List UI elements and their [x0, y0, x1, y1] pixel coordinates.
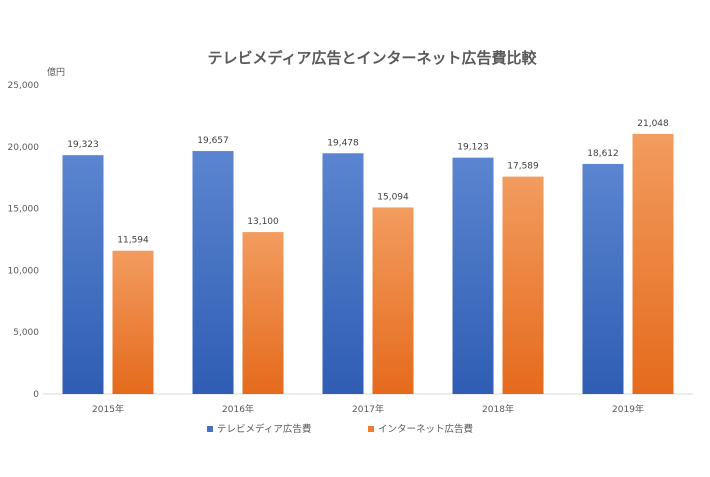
legend-swatch: [368, 426, 374, 432]
data-label: 19,478: [327, 138, 359, 148]
bar-internet: [502, 176, 544, 394]
bar-tv-media: [452, 157, 494, 394]
chart-title: テレビメディア広告とインターネット広告費比較: [208, 49, 538, 67]
x-tick-label: 2018年: [482, 403, 514, 415]
legend-label: テレビメディア広告費: [217, 423, 311, 435]
x-tick-label: 2017年: [352, 403, 384, 415]
bar-internet: [372, 207, 414, 394]
bar-tv-media: [192, 151, 234, 394]
bar-tv-media: [62, 155, 104, 394]
y-tick-label: 25,000: [8, 81, 40, 91]
y-tick-label: 20,000: [8, 143, 40, 153]
y-tick-label: 5,000: [13, 328, 39, 338]
x-tick-label: 2019年: [612, 403, 644, 415]
bar-internet: [632, 133, 674, 394]
data-label: 21,048: [637, 119, 669, 129]
x-tick-label: 2016年: [222, 403, 254, 415]
data-label: 11,594: [117, 236, 149, 246]
bar-internet: [112, 250, 154, 394]
y-tick-label: 0: [33, 390, 39, 400]
bar-tv-media: [582, 163, 624, 394]
y-tick-label: 15,000: [8, 205, 40, 215]
legend-swatch: [207, 426, 213, 432]
x-tick-label: 2015年: [92, 403, 124, 415]
data-label: 17,589: [507, 162, 539, 172]
data-label: 18,612: [587, 149, 619, 159]
legend-label: インターネット広告費: [378, 423, 473, 435]
y-axis-unit-label: 億円: [47, 66, 65, 78]
y-tick-label: 10,000: [8, 266, 40, 276]
data-label: 15,094: [377, 192, 409, 202]
data-label: 19,123: [457, 143, 489, 153]
data-label: 13,100: [247, 217, 279, 227]
data-label: 19,657: [197, 136, 229, 146]
bar-tv-media: [322, 153, 364, 394]
data-label: 19,323: [67, 140, 99, 150]
bar-internet: [242, 232, 284, 394]
